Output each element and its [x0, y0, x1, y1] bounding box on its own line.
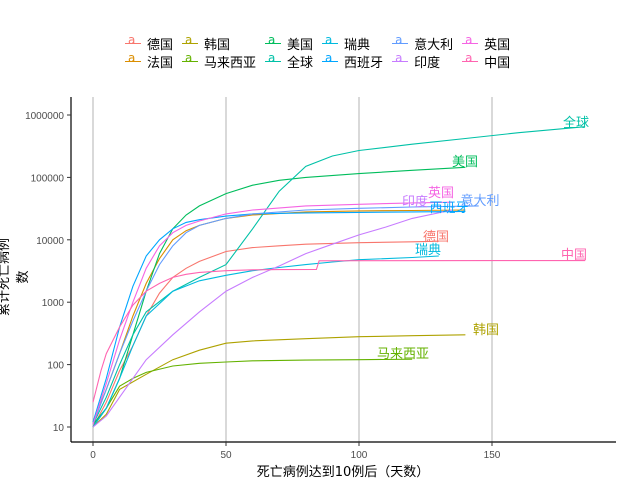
- legend-key-icon: a: [124, 33, 142, 50]
- legend-key-icon: a: [391, 33, 409, 50]
- series-line: [92, 334, 466, 428]
- series-line: [92, 126, 586, 425]
- legend-label: 马来西亚: [204, 55, 257, 71]
- legend-item: a 西班牙: [321, 51, 384, 71]
- legend-item: a 瑞典: [321, 33, 383, 53]
- series-end-label: 瑞典: [415, 243, 441, 258]
- x-axis-title: 死亡病例达到10例后（天数）: [256, 465, 430, 480]
- legend-key-icon: a: [321, 33, 339, 50]
- legend-label: 瑞典: [344, 37, 371, 53]
- series-end-label: 美国: [452, 155, 478, 170]
- legend-item: a 马来西亚: [181, 51, 257, 71]
- legend-item: a 韩国: [181, 33, 256, 53]
- legend-label: 美国: [287, 37, 314, 53]
- y-tick-label: 100: [47, 361, 64, 372]
- y-tick-label: 10: [53, 423, 65, 434]
- series-lines: [92, 126, 586, 428]
- x-tick-label: 0: [90, 450, 96, 461]
- series-end-label: 西班牙: [429, 201, 468, 216]
- legend-label: 中国: [484, 55, 511, 71]
- legend-key-icon: a: [461, 51, 479, 68]
- legend-label: 全球: [287, 55, 314, 71]
- series-line: [92, 166, 466, 425]
- series-line: [92, 255, 439, 428]
- y-tick-label: 100000: [31, 173, 65, 184]
- legend: a 德国 a 法国 a 韩国 a 马来西亚 a 美国 a 全球 a 瑞典 a 西班牙 a 意大利 a 印度 a 英国 a 中国: [124, 33, 511, 71]
- legend-key-icon: a: [264, 33, 282, 50]
- series-line: [92, 205, 479, 425]
- legend-item: a 中国: [461, 51, 511, 71]
- legend-label: 韩国: [204, 37, 231, 53]
- axes: 10 100 1000 10000 100000 1000000 0 50 100 150: [25, 97, 616, 461]
- series-end-label: 印度: [402, 194, 428, 210]
- series-line: [92, 260, 586, 403]
- legend-label: 英国: [484, 37, 511, 53]
- legend-item: a 全球: [264, 51, 314, 71]
- gridlines: [92, 97, 493, 442]
- legend-label: 德国: [147, 37, 174, 53]
- series-end-label: 英国: [428, 186, 454, 201]
- series-line: [92, 201, 453, 425]
- legend-item: a 意大利: [391, 33, 454, 53]
- y-tick-label: 10000: [36, 236, 64, 247]
- legend-key-icon: a: [124, 51, 142, 68]
- legend-item: a 德国: [124, 33, 174, 53]
- legend-key-icon: a: [181, 51, 199, 68]
- legend-label: 法国: [147, 55, 174, 71]
- series-line: [92, 209, 453, 428]
- legend-key-icon: a: [391, 51, 409, 68]
- series-end-label: 中国: [561, 248, 587, 263]
- y-axis-title: 累计死亡病例数: [0, 238, 31, 317]
- x-tick-label: 50: [220, 450, 232, 461]
- x-tick-label: 150: [484, 450, 501, 461]
- legend-item: a 美国: [264, 33, 314, 53]
- legend-item: a 英国: [461, 33, 511, 53]
- legend-key-icon: a: [181, 33, 199, 50]
- series-line: [92, 209, 466, 423]
- legend-item: a 法国: [124, 51, 174, 71]
- legend-label: 意大利: [414, 37, 454, 53]
- legend-key-icon: a: [264, 51, 282, 68]
- series-end-label: 意大利: [460, 193, 499, 209]
- legend-key-icon: a: [461, 33, 479, 50]
- series-end-label: 马来西亚: [377, 347, 429, 362]
- legend-label: 西班牙: [344, 55, 384, 71]
- legend-label: 印度: [414, 55, 441, 71]
- y-tick-label: 1000: [42, 298, 65, 309]
- legend-key-icon: a: [321, 51, 339, 68]
- x-tick-label: 100: [351, 450, 368, 461]
- series-end-label: 全球: [563, 115, 589, 131]
- legend-item: a 印度: [391, 51, 453, 71]
- series-line: [92, 210, 466, 423]
- series-end-label: 德国: [423, 230, 449, 245]
- series-end-label: 韩国: [473, 323, 499, 338]
- y-tick-label: 1000000: [25, 111, 64, 122]
- series-line: [92, 358, 413, 428]
